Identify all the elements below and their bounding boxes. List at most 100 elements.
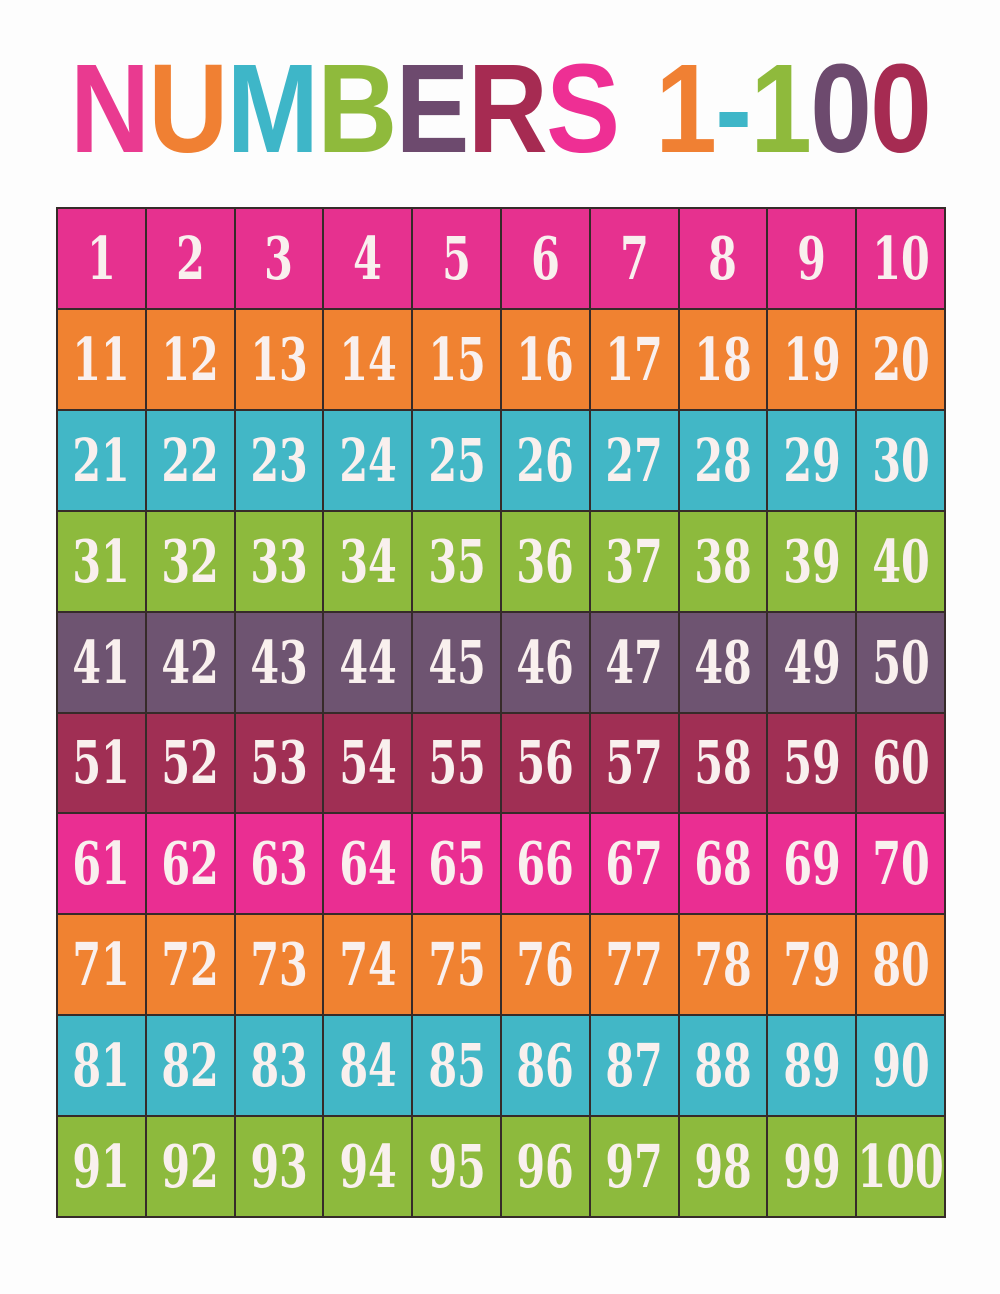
grid-cell-number: 62 xyxy=(161,829,219,899)
grid-cell-number: 90 xyxy=(871,1031,930,1101)
grid-cell-87: 87 xyxy=(590,1016,678,1116)
grid-cell-40: 40 xyxy=(857,511,944,611)
grid-cell-93: 93 xyxy=(235,1117,323,1216)
grid-cell-38: 38 xyxy=(679,511,767,611)
title-letter: 1 xyxy=(750,38,812,179)
grid-cell-71: 71 xyxy=(58,915,145,1015)
grid-cell-74: 74 xyxy=(324,915,412,1015)
grid-cell-number: 69 xyxy=(783,829,841,899)
grid-cell-number: 60 xyxy=(871,728,930,798)
grid-cell-4: 4 xyxy=(324,209,412,308)
grid-cell-number: 20 xyxy=(871,324,930,394)
grid-cell-number: 44 xyxy=(339,627,397,697)
grid-cell-number: 70 xyxy=(871,829,930,899)
grid-cell-28: 28 xyxy=(679,410,767,510)
grid-cell-27: 27 xyxy=(590,410,678,510)
grid-cell-number: 98 xyxy=(694,1132,752,1202)
grid-cell-31: 31 xyxy=(58,511,145,611)
grid-cell-26: 26 xyxy=(502,410,589,510)
grid-cell-number: 75 xyxy=(427,930,486,1000)
grid-cell-90: 90 xyxy=(857,1016,944,1116)
grid-cell-35: 35 xyxy=(413,511,500,611)
grid-cell-29: 29 xyxy=(768,410,856,510)
grid-cell-83: 83 xyxy=(235,1016,323,1116)
grid-cell-12: 12 xyxy=(146,309,234,409)
grid-cell-number: 37 xyxy=(605,526,663,596)
grid-cell-7: 7 xyxy=(590,209,678,308)
grid-cell-77: 77 xyxy=(590,915,678,1015)
grid-cell-number: 46 xyxy=(516,627,575,697)
grid-cell-number: 79 xyxy=(783,930,841,1000)
grid-cell-number: 5 xyxy=(442,223,471,293)
grid-cell-63: 63 xyxy=(235,814,323,914)
grid-cell-6: 6 xyxy=(502,209,589,308)
grid-cell-15: 15 xyxy=(413,309,500,409)
grid-cell-10: 10 xyxy=(857,209,944,308)
grid-cell-number: 2 xyxy=(175,223,205,293)
grid-cell-3: 3 xyxy=(235,209,323,308)
grid-cell-number: 65 xyxy=(427,829,486,899)
grid-cell-number: 61 xyxy=(72,829,131,899)
grid-cell-76: 76 xyxy=(502,915,589,1015)
grid-cell-number: 92 xyxy=(161,1132,219,1202)
grid-cell-number: 57 xyxy=(605,728,663,798)
grid-cell-42: 42 xyxy=(146,612,234,712)
grid-cell-55: 55 xyxy=(413,713,500,813)
grid-cell-84: 84 xyxy=(324,1016,412,1116)
grid-cell-number: 22 xyxy=(161,425,219,495)
grid-cell-number: 50 xyxy=(871,627,930,697)
grid-cell-96: 96 xyxy=(502,1117,589,1216)
grid-cell-39: 39 xyxy=(768,511,856,611)
grid-cell-number: 41 xyxy=(72,627,131,697)
grid-cell-59: 59 xyxy=(768,713,856,813)
title-letter: R xyxy=(467,38,548,179)
grid-cell-number: 18 xyxy=(694,324,752,394)
grid-cell-number: 25 xyxy=(427,425,486,495)
grid-cell-number: 64 xyxy=(339,829,397,899)
grid-cell-43: 43 xyxy=(235,612,323,712)
grid-cell-72: 72 xyxy=(146,915,234,1015)
grid-cell-number: 26 xyxy=(516,425,575,495)
grid-cell-number: 87 xyxy=(605,1031,663,1101)
grid-cell-number: 53 xyxy=(250,728,308,798)
grid-cell-number: 17 xyxy=(605,324,663,394)
grid-cell-91: 91 xyxy=(58,1117,145,1216)
grid-cell-number: 47 xyxy=(605,627,663,697)
grid-cell-number: 32 xyxy=(161,526,219,596)
grid-cell-number: 24 xyxy=(339,425,397,495)
grid-cell-65: 65 xyxy=(413,814,500,914)
grid-cell-36: 36 xyxy=(502,511,589,611)
grid-cell-number: 96 xyxy=(516,1132,575,1202)
grid-cell-number: 99 xyxy=(783,1132,841,1202)
grid-cell-79: 79 xyxy=(768,915,856,1015)
grid-cell-number: 3 xyxy=(264,223,294,293)
grid-cell-81: 81 xyxy=(58,1016,145,1116)
grid-cell-number: 16 xyxy=(516,324,575,394)
grid-cell-66: 66 xyxy=(502,814,589,914)
grid-cell-number: 35 xyxy=(427,526,486,596)
grid-cell-94: 94 xyxy=(324,1117,412,1216)
grid-cell-88: 88 xyxy=(679,1016,767,1116)
grid-cell-number: 15 xyxy=(427,324,486,394)
grid-cell-number: 63 xyxy=(250,829,308,899)
grid-cell-52: 52 xyxy=(146,713,234,813)
grid-cell-61: 61 xyxy=(58,814,145,914)
title-letter: B xyxy=(317,38,397,179)
grid-cell-number: 23 xyxy=(250,425,308,495)
grid-cell-number: 1 xyxy=(87,223,116,293)
grid-cell-number: 77 xyxy=(605,930,663,1000)
grid-cell-78: 78 xyxy=(679,915,767,1015)
grid-cell-95: 95 xyxy=(413,1117,500,1216)
grid-cell-82: 82 xyxy=(146,1016,234,1116)
grid-cell-80: 80 xyxy=(857,915,944,1015)
grid-cell-16: 16 xyxy=(502,309,589,409)
title-letter: S xyxy=(546,38,620,179)
grid-cell-70: 70 xyxy=(857,814,944,914)
grid-cell-98: 98 xyxy=(679,1117,767,1216)
grid-cell-99: 99 xyxy=(768,1117,856,1216)
grid-cell-89: 89 xyxy=(768,1016,856,1116)
grid-cell-number: 19 xyxy=(783,324,841,394)
grid-cell-34: 34 xyxy=(324,511,412,611)
grid-cell-number: 82 xyxy=(161,1031,219,1101)
